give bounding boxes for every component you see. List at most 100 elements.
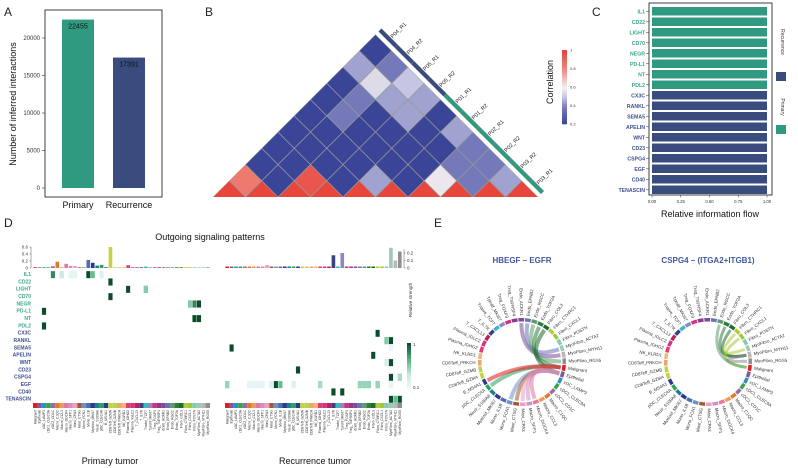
- outgoing-bar: [42, 267, 46, 268]
- outgoing-bar: [282, 266, 287, 268]
- ring-segment: [679, 325, 686, 332]
- outgoing-bar: [300, 266, 305, 268]
- ring-segment: [548, 328, 555, 335]
- bar-tick-label: 0.2: [22, 259, 29, 264]
- cell-type-color-strip: [331, 403, 336, 408]
- outgoing-bar: [104, 267, 108, 268]
- cell-type-color-strip: [77, 403, 82, 408]
- flow-bar-negr: [652, 49, 767, 58]
- cell-type-label: Malignant: [33, 410, 37, 424]
- flow-bar-egf: [652, 164, 767, 173]
- cell-type-label: Endo_EFNB2: [526, 288, 535, 316]
- panel-d-signaling-heatmap: Outgoing signaling patterns Primary tumo…: [5, 232, 419, 466]
- outgoing-bar: [152, 267, 157, 268]
- sample-label: P02_R1: [487, 119, 505, 137]
- bar-recurrence: [113, 57, 145, 188]
- pathway-row-label: TENASCIN: [5, 397, 31, 403]
- flow-bar-cspg4: [652, 154, 767, 163]
- legend-gradient-step: [407, 364, 411, 367]
- outgoing-bar: [201, 267, 206, 268]
- cell-type-label: T_CXCL13: [135, 410, 139, 426]
- heatmap-cell: [255, 380, 261, 389]
- ring-segment: [559, 344, 565, 352]
- legend-gradient-step: [407, 362, 411, 365]
- heatmap-title: Outgoing signaling patterns: [155, 232, 265, 242]
- panel-letter-e: E: [434, 216, 442, 230]
- ring-segment: [697, 318, 704, 323]
- bar-primary: [62, 19, 94, 189]
- cell-type-color-strip: [37, 403, 42, 408]
- legend-gradient-step: [562, 101, 567, 105]
- ring-segment: [561, 364, 566, 372]
- pathway-row-label: WNT: [20, 360, 31, 366]
- bar-tick-label: 0.1: [407, 258, 414, 263]
- cell-type-color-strip: [205, 403, 210, 408]
- cell-type-color-strip: [59, 403, 64, 408]
- cell-type-color-strip: [201, 403, 206, 408]
- cell-type-label: Epithelial: [752, 373, 771, 383]
- pathway-label: CD23: [632, 146, 645, 152]
- legend-gradient-step: [562, 52, 567, 56]
- legend-gradient-step: [562, 74, 567, 78]
- cell-type-color-strip: [187, 403, 193, 408]
- ring-segment: [684, 321, 692, 328]
- outgoing-bar: [95, 265, 99, 268]
- cell-type-color-strip: [33, 403, 38, 408]
- outgoing-bar: [247, 266, 252, 268]
- outgoing-bar: [179, 267, 184, 268]
- ring-segment: [518, 317, 525, 322]
- heatmap-cell: [90, 270, 96, 279]
- ring-segment: [728, 324, 736, 331]
- legend-gradient-step: [407, 359, 411, 362]
- ring-segment: [698, 401, 706, 406]
- cell-type-color-strip: [251, 403, 256, 408]
- heatmap-cell: [388, 336, 394, 345]
- cell-type-label: Treg_TNFRSF4: [157, 410, 161, 433]
- pathway-row-label: LIGHT: [16, 287, 31, 293]
- cell-type-label: Endo_ACKR1: [354, 410, 358, 431]
- heatmap-cell: [192, 300, 197, 308]
- outgoing-bar: [344, 266, 349, 268]
- pathway-row-label: SEMA5: [14, 345, 31, 351]
- y-tick-label: 5000: [27, 149, 41, 155]
- pathway-label: CD70: [632, 41, 645, 47]
- flow-bar-pdl2: [652, 80, 767, 89]
- sample-label: P03_R1: [536, 168, 554, 186]
- ring-segment: [742, 338, 749, 346]
- cell-type-label: pDC_CLEC4A: [100, 409, 104, 431]
- cell-type-label: Malignant: [225, 410, 229, 424]
- ring-segment: [710, 318, 718, 323]
- bar-tick-label: 0.2: [407, 251, 414, 256]
- cell-type-label: MyoFibro_RGS5: [206, 410, 210, 435]
- outgoing-bar: [234, 266, 238, 268]
- ring-segment: [549, 388, 556, 395]
- cell-type-label: Mast_CTSG: [695, 407, 703, 432]
- cell-type-label: Plasma_IGHG2: [126, 410, 130, 433]
- heatmap-cell: [375, 380, 380, 389]
- cell-type-color-strip: [55, 403, 60, 408]
- heatmap-cell: [269, 380, 274, 389]
- cell-type-label: Fibro_COL3: [371, 410, 375, 428]
- pathway-row-label: CD70: [18, 294, 31, 300]
- outgoing-bar: [238, 266, 243, 268]
- ring-segment: [675, 389, 682, 396]
- ring-segment: [479, 372, 485, 380]
- bar-tick-label: 0: [25, 266, 28, 271]
- heatmap-cell: [260, 380, 265, 389]
- legend-gradient-step: [562, 99, 567, 103]
- chord-title-hbegf-egfr: HBEGF – EGFR: [492, 256, 551, 265]
- legend-gradient-step: [562, 111, 567, 115]
- pathway-label: WNT: [633, 135, 646, 141]
- outgoing-bar: [336, 266, 340, 268]
- outgoing-bar: [197, 267, 201, 268]
- cell-type-label: Endo_EFNB2: [166, 410, 170, 430]
- legend-gradient-step: [562, 96, 567, 100]
- outgoing-bar: [59, 267, 64, 268]
- legend-gradient-step: [407, 353, 411, 356]
- heatmap-cell: [50, 270, 56, 279]
- legend-label-recurrence: Recurrence: [779, 29, 785, 55]
- legend-gradient-step: [407, 343, 411, 345]
- panel-letter-d: D: [4, 216, 13, 230]
- cell-type-label: Fibro_CTHRC1: [184, 410, 188, 433]
- x-tick-label: 0.25: [677, 199, 686, 204]
